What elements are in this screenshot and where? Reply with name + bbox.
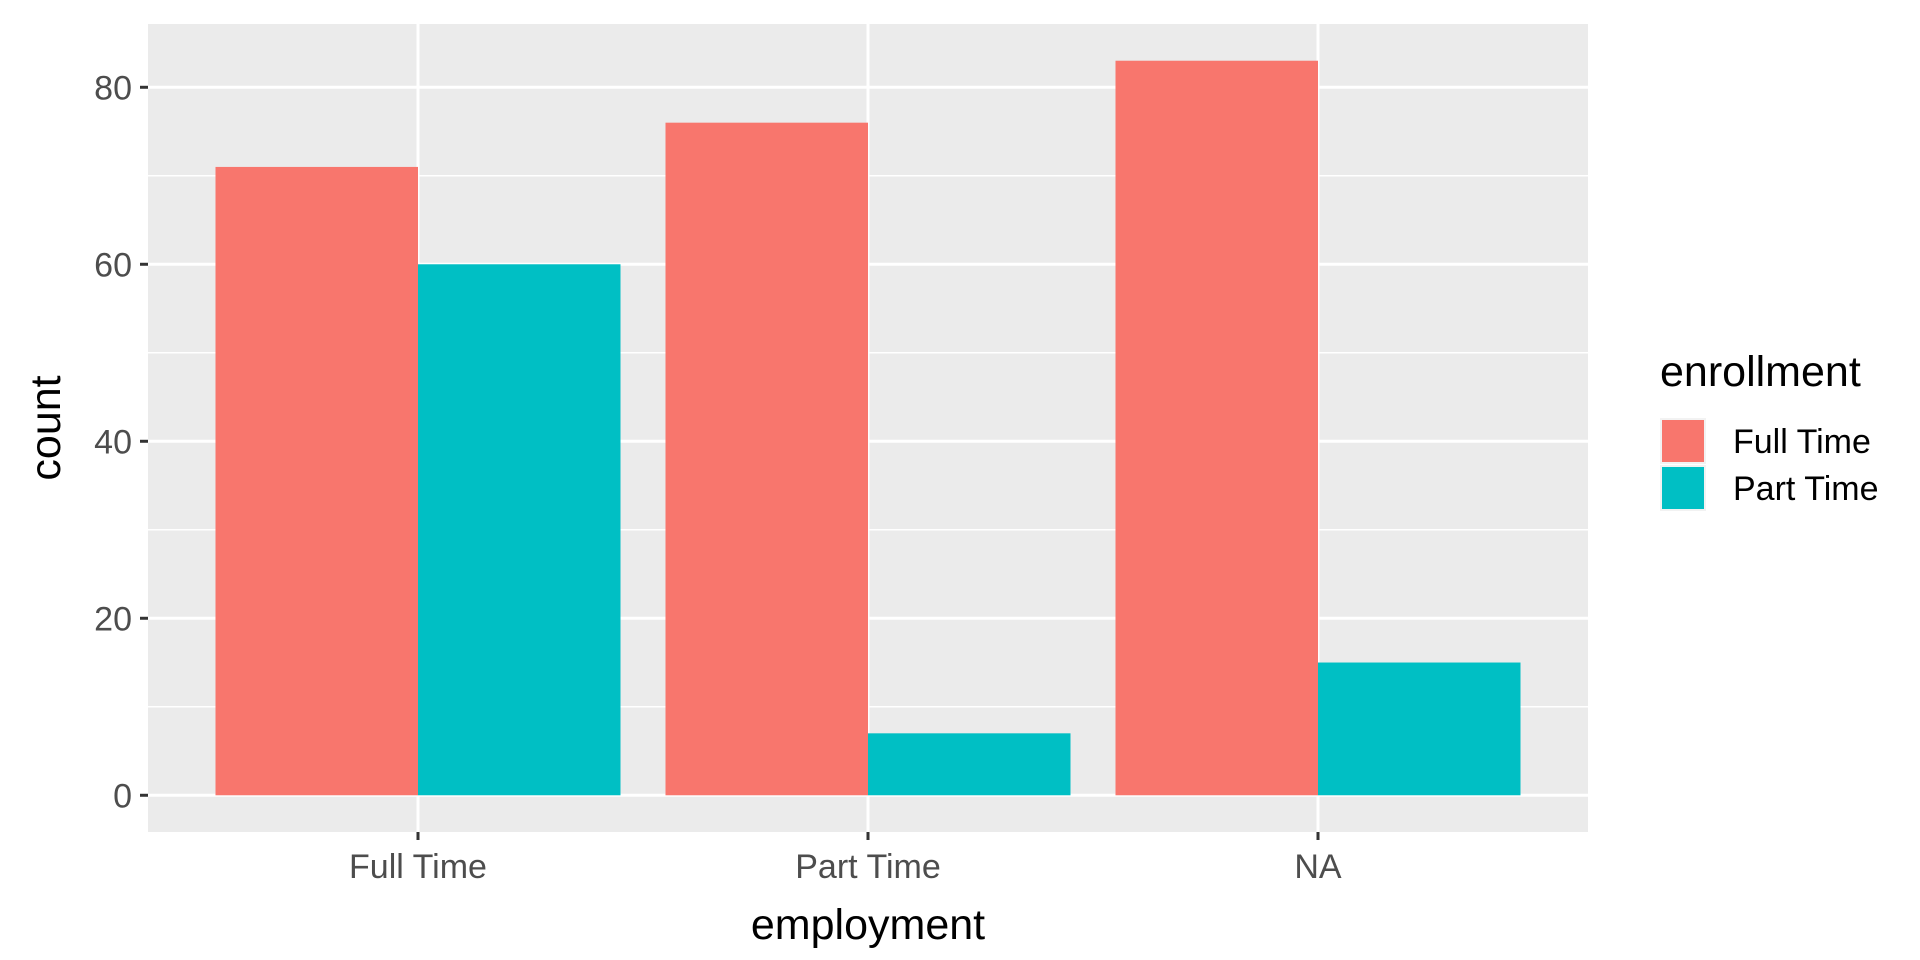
y-tick-label: 40 (94, 423, 132, 461)
legend-label: Full Time (1733, 423, 1871, 461)
bar-full-time-part-time (418, 264, 621, 796)
legend-key-swatch (1662, 467, 1704, 509)
bar-na-part-time (1318, 662, 1521, 796)
y-tick-label: 20 (94, 600, 132, 638)
bars-group (215, 60, 1521, 796)
legend-label: Part Time (1733, 470, 1878, 508)
y-tick-label: 0 (113, 777, 132, 815)
y-axis-title: count (22, 375, 70, 480)
bar-part-time-part-time (868, 733, 1071, 796)
bar-full-time-full-time (215, 166, 418, 796)
legend-title: enrollment (1660, 348, 1861, 396)
legend: enrollment Full Time Part Time (1660, 348, 1878, 511)
x-tick-label: Part Time (795, 848, 940, 886)
y-tick-label: 60 (94, 246, 132, 284)
y-tick-label: 80 (94, 69, 132, 107)
x-tick-label: NA (1294, 848, 1342, 886)
x-axis-title: employment (751, 901, 985, 949)
x-axis: Full Time Part Time NA (349, 832, 1342, 886)
bar-na-full-time (1115, 60, 1318, 796)
legend-key-swatch (1662, 420, 1704, 462)
x-tick-label: Full Time (349, 848, 487, 886)
bar-part-time-full-time (665, 122, 868, 796)
y-axis: 0 20 40 60 80 (94, 69, 148, 815)
